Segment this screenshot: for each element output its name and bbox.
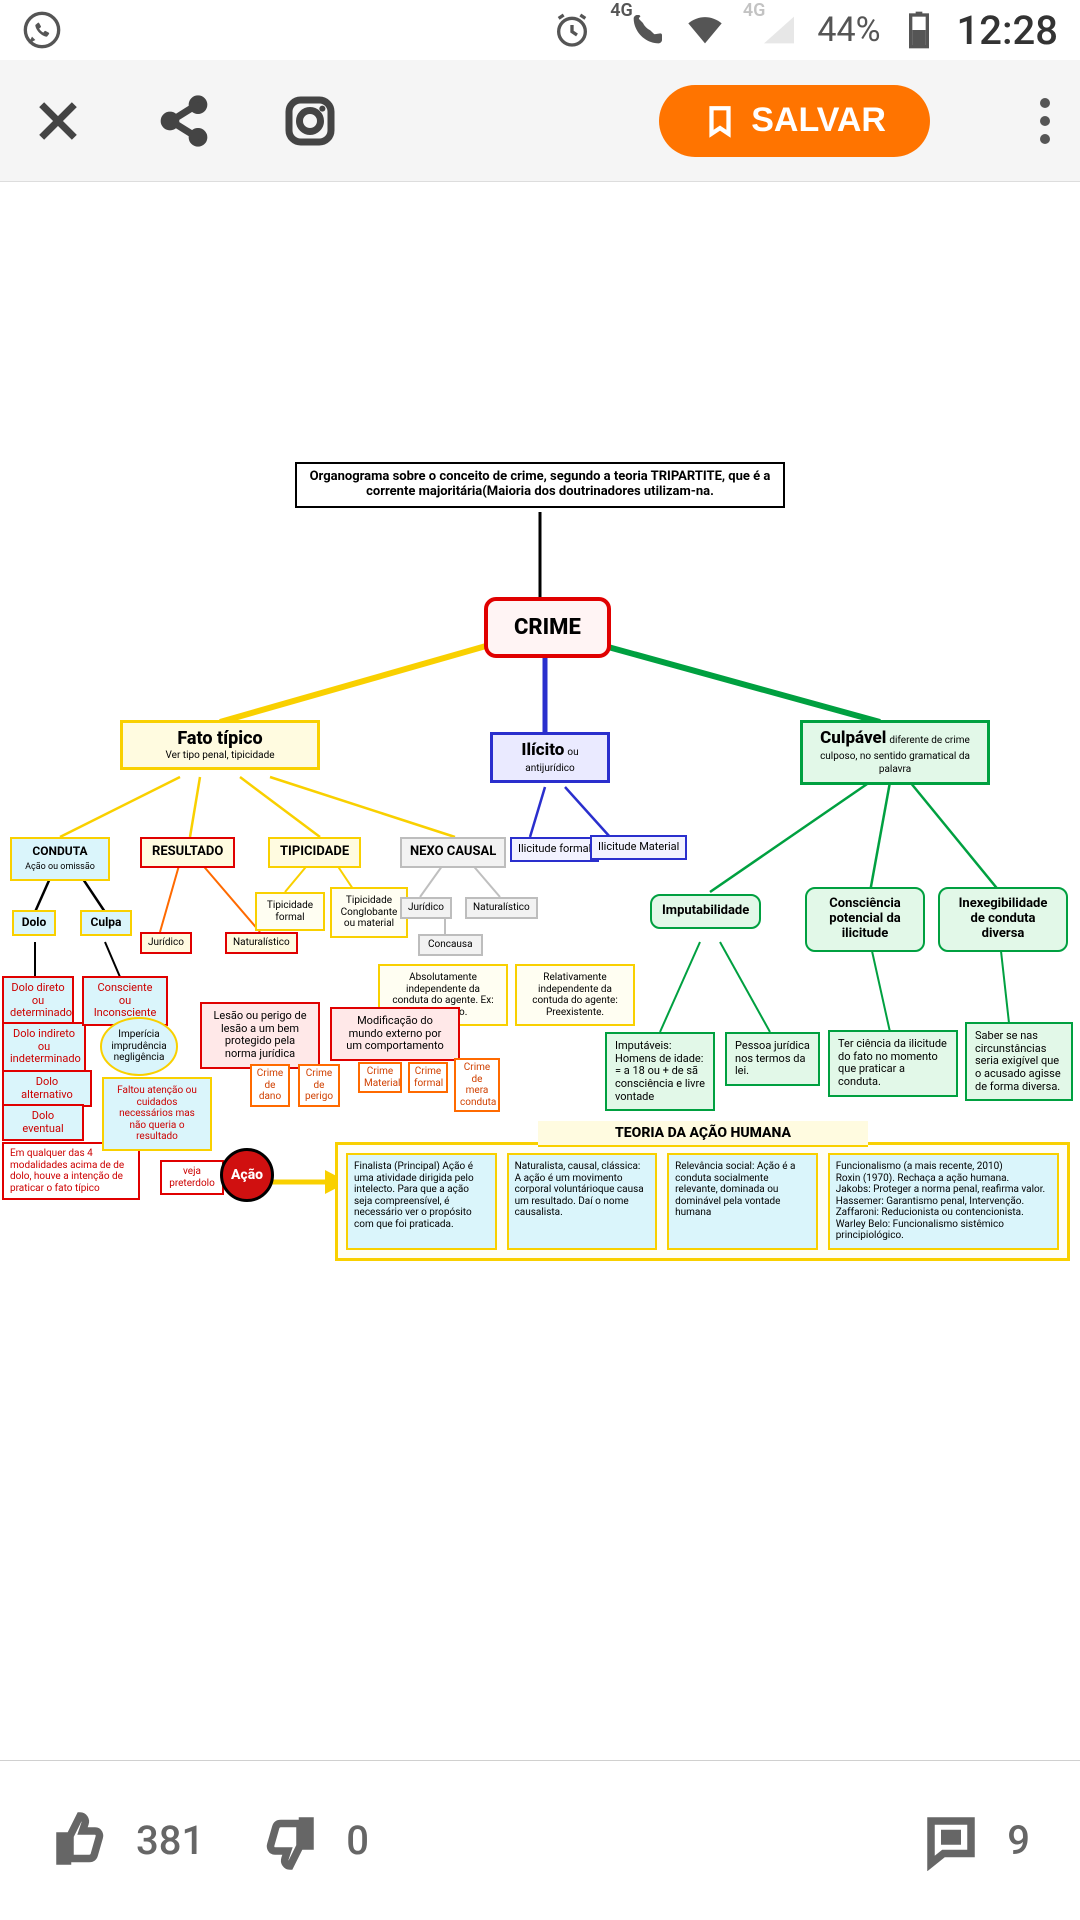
node-crime-formal: Crime formal	[408, 1062, 448, 1093]
node-crime: CRIME	[484, 597, 611, 658]
node-inexeg: Inexegibilidade de conduta diversa	[938, 887, 1068, 952]
node-ilicitude-material: Ilicitude Material	[590, 835, 687, 860]
node-modif: Modificação do mundo externo por um comp…	[330, 1007, 460, 1061]
node-culpa: Culpa	[80, 910, 132, 936]
node-ilicito: Ilícito ou antijurídico	[490, 732, 610, 783]
node-crime-mat: Crime Material	[358, 1062, 402, 1093]
node-faltou: Faltou atenção ou cuidados necessários m…	[102, 1077, 212, 1151]
node-nexo-rel: Relativamente independente da contuda do…	[515, 964, 635, 1026]
bottom-bar: 381 0 9	[0, 1760, 1080, 1920]
node-ilicitude-formal: Ilicitude formal	[510, 837, 599, 862]
node-dolo: Dolo	[12, 910, 56, 936]
teoria-c3: Relevância social: Ação é a conduta soci…	[667, 1153, 818, 1250]
node-crime-perigo: Crime de perigo	[298, 1064, 340, 1107]
teoria-c1: Finalista (Principal) Ação é uma ativida…	[346, 1153, 497, 1250]
concept-map: Organograma sobre o conceito de crime, s…	[0, 442, 1080, 1502]
battery-pct: 44%	[817, 10, 880, 50]
node-cons-det: Ter ciência da ilicitude do fato no mome…	[828, 1030, 958, 1097]
clock: 12:28	[957, 7, 1058, 54]
node-nexo: NEXO CAUSAL	[400, 837, 506, 868]
status-bar: 4G 4G 44% 12:28	[0, 0, 1080, 60]
node-acao: Ação	[220, 1148, 274, 1202]
signal-icon	[759, 10, 799, 50]
node-res-juridico: Jurídico	[140, 932, 192, 954]
share-icon[interactable]	[156, 93, 212, 149]
alarm-icon	[552, 10, 592, 50]
node-dolo-ind: Dolo indireto ou indeterminado	[2, 1022, 86, 1072]
node-dolo-direto: Dolo direto ou determinado	[2, 976, 74, 1026]
thumbs-up-icon[interactable]	[50, 1811, 110, 1871]
thumbs-down-icon[interactable]	[260, 1811, 320, 1871]
4g-label-2: 4G	[743, 0, 766, 21]
comments-count: 9	[1007, 1817, 1030, 1864]
close-icon[interactable]	[30, 93, 86, 149]
node-crime-mera: Crime de mera conduta	[454, 1058, 500, 1112]
node-res-natural: Naturalístico	[225, 932, 298, 954]
diagram-title: Organograma sobre o conceito de crime, s…	[295, 462, 785, 508]
4g-label-1: 4G	[610, 0, 633, 21]
node-impericia: Imperícia imprudência negligência	[100, 1017, 178, 1076]
wifi-icon	[685, 10, 725, 50]
teoria-c4: Funcionalismo (a mais recente, 2010) Rox…	[828, 1153, 1059, 1250]
whatsapp-icon	[22, 10, 62, 50]
save-label: SALVAR	[751, 101, 886, 140]
node-dolo-note: Em qualquer das 4 modalidades acima de d…	[2, 1142, 140, 1200]
bookmark-icon	[703, 104, 737, 138]
save-button[interactable]: SALVAR	[659, 85, 930, 157]
overflow-menu-icon[interactable]	[1040, 98, 1050, 144]
node-tip-formal: Tipicidade formal	[255, 892, 325, 931]
likes-count: 381	[136, 1817, 204, 1864]
node-fato-tipico: Fato típico Ver tipo penal, tipicidade	[120, 720, 320, 770]
instagram-icon[interactable]	[282, 93, 338, 149]
node-concausa: Concausa	[418, 934, 483, 956]
node-consciencia: Consciência potencial da ilicitude	[805, 887, 925, 952]
node-nexo-natural: Naturalístico	[465, 897, 538, 919]
teoria-c2: Naturalista, causal, clássica: A ação é …	[507, 1153, 658, 1250]
node-dolo-alt: Dolo alternativo	[2, 1070, 92, 1107]
node-tip-congl: Tipicidade Conglobante ou material	[330, 887, 408, 938]
node-preterdolo: veja preterdolo	[160, 1160, 224, 1195]
node-tipicidade: TIPICIDADE	[268, 837, 361, 868]
battery-icon	[899, 10, 939, 50]
node-inexeg-det: Saber se nas circunstâncias seria exigív…	[965, 1022, 1073, 1101]
content-area[interactable]: Organograma sobre o conceito de crime, s…	[0, 182, 1080, 1762]
teoria-title: TEORIA DA AÇÃO HUMANA	[538, 1121, 868, 1147]
node-resultado: RESULTADO	[140, 837, 235, 868]
teoria-panel: TEORIA DA AÇÃO HUMANA Finalista (Princip…	[335, 1142, 1070, 1261]
comments-icon[interactable]	[921, 1811, 981, 1871]
node-pj-det: Pessoa jurídica nos termos da lei.	[725, 1032, 820, 1086]
dislikes-count: 0	[346, 1817, 369, 1864]
phone-icon	[627, 10, 667, 50]
node-imputabilidade: Imputabilidade	[650, 894, 761, 929]
node-nexo-juridico: Jurídico	[400, 897, 452, 919]
toolbar: SALVAR	[0, 60, 1080, 182]
node-conduta: CONDUTA Ação ou omissão	[10, 837, 110, 881]
node-crime-dano: Crime de dano	[250, 1064, 290, 1107]
node-dolo-ev: Dolo eventual	[2, 1104, 84, 1141]
node-culpavel: Culpável diferente de crime culposo, no …	[800, 720, 990, 785]
node-imput-det: Imputáveis: Homens de idade: = a 18 ou +…	[605, 1032, 715, 1111]
node-lesao: Lesão ou perigo de lesão a um bem proteg…	[200, 1002, 320, 1069]
